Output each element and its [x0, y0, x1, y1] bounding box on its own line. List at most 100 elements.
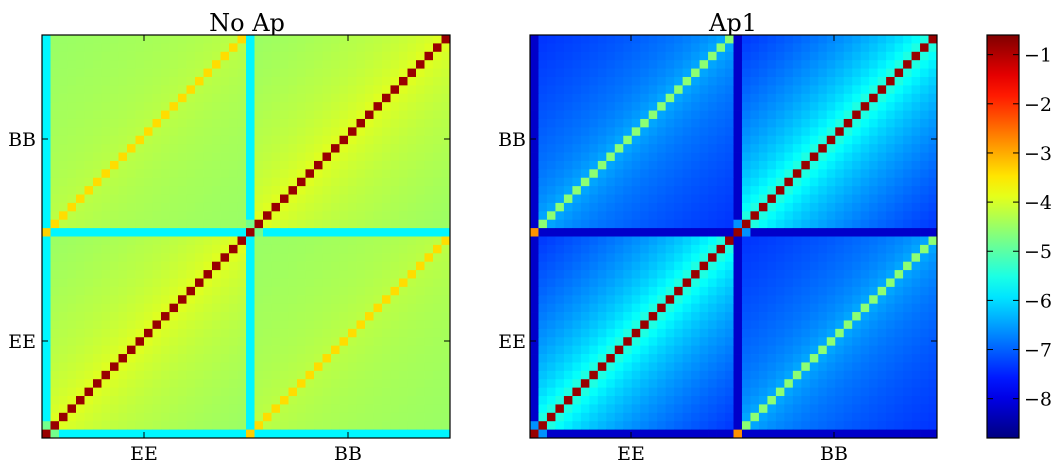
- heatmap-cell: [886, 127, 896, 137]
- heatmap-cell: [220, 320, 230, 330]
- heatmap-cell: [580, 160, 590, 170]
- heatmap-cell: [212, 60, 221, 69]
- heatmap-cell: [843, 286, 853, 296]
- heatmap-cell: [280, 60, 289, 69]
- heatmap-cell: [220, 261, 230, 271]
- heatmap-cell: [348, 144, 357, 153]
- heatmap-cell: [869, 160, 879, 170]
- heatmap-cell: [220, 85, 230, 95]
- heatmap-cell: [118, 429, 128, 439]
- heatmap-cell: [212, 354, 221, 363]
- heatmap-cell: [767, 286, 777, 296]
- heatmap-cell: [407, 429, 417, 439]
- heatmap-cell: [835, 328, 845, 338]
- heatmap-cell: [59, 253, 68, 263]
- heatmap-cell: [356, 194, 366, 204]
- heatmap-cell: [691, 51, 700, 61]
- heatmap-cell: [322, 345, 332, 355]
- heatmap-cell: [365, 219, 374, 229]
- heatmap-cell: [546, 404, 556, 414]
- heatmap-cell: [246, 278, 255, 288]
- heatmap-cell: [297, 152, 306, 162]
- heatmap-cell: [733, 303, 743, 313]
- heatmap-cell: [135, 219, 145, 229]
- heatmap-cell: [555, 35, 565, 44]
- heatmap-cell: [758, 362, 768, 372]
- heatmap-cell: [869, 144, 879, 153]
- heatmap-cell: [623, 387, 633, 397]
- heatmap-cell: [424, 60, 434, 69]
- heatmap-cell: [280, 270, 289, 279]
- heatmap-cell: [152, 278, 162, 288]
- heatmap-cell: [623, 337, 633, 347]
- heatmap-cell: [741, 186, 751, 195]
- heatmap-cell: [640, 412, 650, 422]
- heatmap-cell: [860, 379, 870, 389]
- heatmap-cell: [691, 169, 700, 179]
- heatmap-cell: [416, 337, 425, 347]
- heatmap-cell: [254, 202, 264, 212]
- heatmap-cell: [229, 118, 238, 128]
- heatmap-cell: [928, 118, 938, 128]
- heatmap-cell: [538, 194, 548, 204]
- heatmap-cell: [416, 303, 425, 313]
- heatmap-cell: [648, 202, 658, 212]
- heatmap-cell: [733, 85, 743, 95]
- heatmap-cell: [835, 35, 845, 44]
- heatmap-cell: [288, 152, 298, 162]
- heatmap-cell: [775, 387, 785, 397]
- heatmap-cell: [203, 261, 213, 271]
- heatmap-cell: [186, 118, 196, 128]
- heatmap-cell: [280, 102, 289, 111]
- heatmap-cell: [682, 354, 692, 363]
- heatmap-cell: [288, 51, 298, 61]
- heatmap-cell: [614, 43, 624, 53]
- heatmap-cell: [42, 35, 51, 44]
- heatmap-cell: [699, 144, 709, 153]
- heatmap-cell: [339, 354, 349, 363]
- heatmap-cell: [186, 429, 196, 439]
- heatmap-cell: [220, 219, 230, 229]
- heatmap-cell: [441, 152, 451, 162]
- heatmap-cell: [390, 429, 400, 439]
- heatmap-cell: [699, 278, 709, 288]
- heatmap-cell: [801, 328, 811, 338]
- heatmap-cell: [674, 295, 684, 305]
- heatmap-cell: [665, 303, 675, 313]
- heatmap-cell: [169, 43, 179, 53]
- heatmap-cell: [50, 404, 60, 414]
- heatmap-cell: [144, 412, 153, 422]
- heatmap-cell: [860, 270, 870, 279]
- heatmap-cell: [767, 244, 777, 254]
- heatmap-cell: [229, 211, 238, 221]
- heatmap-cell: [716, 270, 726, 279]
- heatmap-cell: [390, 345, 400, 355]
- heatmap-cell: [903, 93, 912, 103]
- heatmap-cell: [254, 177, 264, 187]
- heatmap-cell: [555, 93, 565, 103]
- heatmap-cell: [826, 236, 836, 246]
- heatmap-cell: [50, 228, 60, 237]
- heatmap-cell: [674, 110, 684, 120]
- heatmap-cell: [314, 127, 323, 137]
- heatmap-cell: [169, 261, 179, 271]
- heatmap-cell: [767, 160, 777, 170]
- heatmap-cell: [708, 85, 717, 95]
- heatmap-cell: [877, 387, 887, 397]
- heatmap-cell: [433, 236, 442, 246]
- heatmap-cell: [314, 312, 323, 321]
- heatmap-cell: [784, 43, 794, 53]
- heatmap-cell: [373, 211, 383, 221]
- heatmap-cell: [784, 219, 794, 229]
- heatmap-cell: [572, 144, 582, 153]
- heatmap-cell: [263, 303, 272, 313]
- heatmap-cell: [203, 362, 213, 372]
- heatmap-cell: [606, 152, 616, 162]
- heatmap-cell: [271, 337, 281, 347]
- heatmap-cell: [237, 219, 247, 229]
- heatmap-cell: [580, 236, 590, 246]
- heatmap-cell: [178, 312, 187, 321]
- heatmap-cell: [665, 211, 675, 221]
- heatmap-cell: [365, 43, 374, 53]
- heatmap-cell: [920, 286, 929, 296]
